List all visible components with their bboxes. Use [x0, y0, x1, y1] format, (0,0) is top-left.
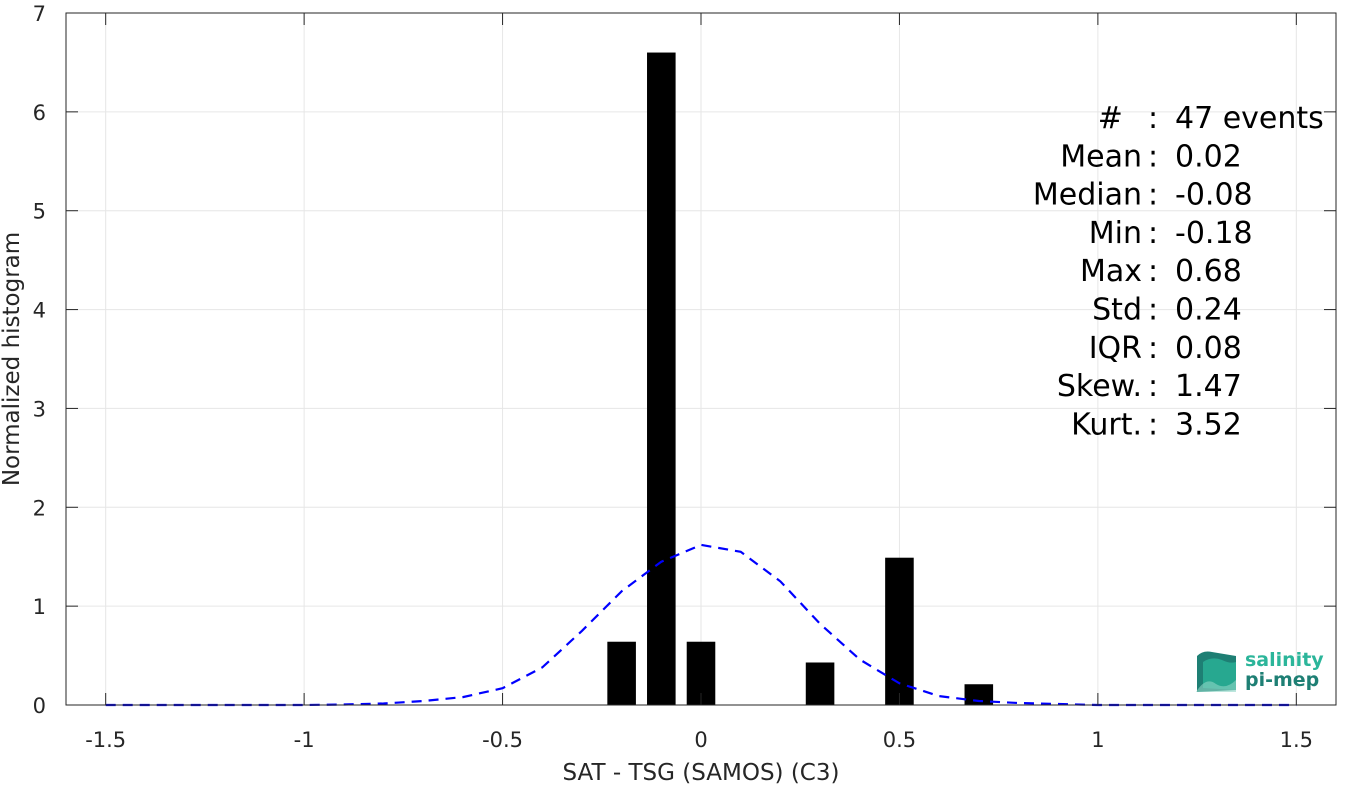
stat-colon: :	[1148, 369, 1158, 404]
x-tick-label: 0	[694, 728, 707, 752]
y-tick-label: 5	[33, 200, 46, 224]
stat-value: -0.18	[1175, 216, 1253, 251]
stat-label: IQR	[1089, 331, 1142, 366]
stat-value: 1.47	[1175, 369, 1242, 404]
stat-label: Max	[1080, 254, 1142, 289]
stat-value: 47 events	[1175, 101, 1324, 136]
y-tick-labels: 0 1 2 3 4 5 6 7	[33, 2, 46, 718]
histogram-bar	[805, 662, 835, 705]
stat-colon: :	[1148, 139, 1158, 174]
histogram-bar	[885, 557, 914, 705]
stat-colon: :	[1148, 216, 1158, 251]
stat-value: 3.52	[1175, 407, 1242, 442]
stat-label: Median	[1033, 178, 1142, 213]
stat-colon: :	[1148, 293, 1158, 328]
stat-value: 0.24	[1175, 293, 1242, 328]
wave-logo-icon	[1196, 651, 1236, 692]
stats-row: Skew.:1.47	[1057, 369, 1242, 404]
x-tick-label: 1	[1091, 728, 1104, 752]
x-tick-label: 0.5	[883, 728, 916, 752]
stat-colon: :	[1148, 178, 1158, 213]
stat-value: -0.08	[1175, 178, 1253, 213]
y-tick-label: 3	[33, 397, 46, 421]
histogram-bar	[607, 641, 636, 705]
grid-lines	[66, 12, 1336, 706]
logo-text-pimep: pi-mep	[1245, 669, 1319, 691]
histogram-bar	[964, 684, 994, 705]
stat-value: 0.08	[1175, 331, 1242, 366]
stats-row: Mean:0.02	[1060, 139, 1242, 174]
salinity-pimep-logo: salinity pi-mep	[1196, 649, 1324, 692]
x-tick-label: -0.5	[482, 728, 523, 752]
stat-colon: :	[1148, 407, 1158, 442]
stat-colon: :	[1148, 101, 1158, 136]
axis-ticks	[66, 12, 1336, 706]
y-tick-label: 2	[33, 496, 46, 520]
x-tick-labels: -1.5 -1 -0.5 0 0.5 1 1.5	[85, 728, 1313, 752]
stats-row: Kurt.:3.52	[1071, 407, 1242, 442]
histogram-bars	[607, 52, 994, 706]
y-axis-label: Normalized histogram	[0, 232, 25, 486]
stat-value: 0.02	[1175, 139, 1242, 174]
stats-row: Std:0.24	[1092, 293, 1242, 328]
x-tick-label: -1.5	[85, 728, 126, 752]
stat-label: Std	[1092, 293, 1142, 328]
y-tick-label: 6	[33, 101, 46, 125]
y-tick-label: 4	[33, 299, 46, 323]
x-tick-label: 1.5	[1280, 728, 1313, 752]
stat-value: 0.68	[1175, 254, 1242, 289]
stats-row: Min: -0.18	[1089, 216, 1253, 251]
logo-text-salinity: salinity	[1245, 649, 1324, 671]
y-tick-label: 0	[33, 694, 46, 718]
stat-colon: :	[1148, 254, 1158, 289]
y-tick-label: 1	[33, 595, 46, 619]
y-tick-label: 7	[33, 2, 46, 26]
stats-row: IQR:0.08	[1089, 331, 1242, 366]
stat-label: Skew.	[1057, 369, 1142, 404]
stats-row: Median: -0.08	[1033, 178, 1253, 213]
histogram-bar	[647, 52, 676, 706]
stat-label: Min	[1089, 216, 1142, 251]
stats-row: # :47 events	[1098, 101, 1324, 136]
x-tick-label: -1	[294, 728, 315, 752]
stat-colon: :	[1148, 331, 1158, 366]
x-axis-label: SAT - TSG (SAMOS) (C3)	[563, 760, 840, 785]
stats-row: Max:0.68	[1080, 254, 1242, 289]
stat-label: #	[1098, 101, 1142, 136]
stat-label: Kurt.	[1071, 407, 1142, 442]
stat-label: Mean	[1060, 139, 1142, 174]
